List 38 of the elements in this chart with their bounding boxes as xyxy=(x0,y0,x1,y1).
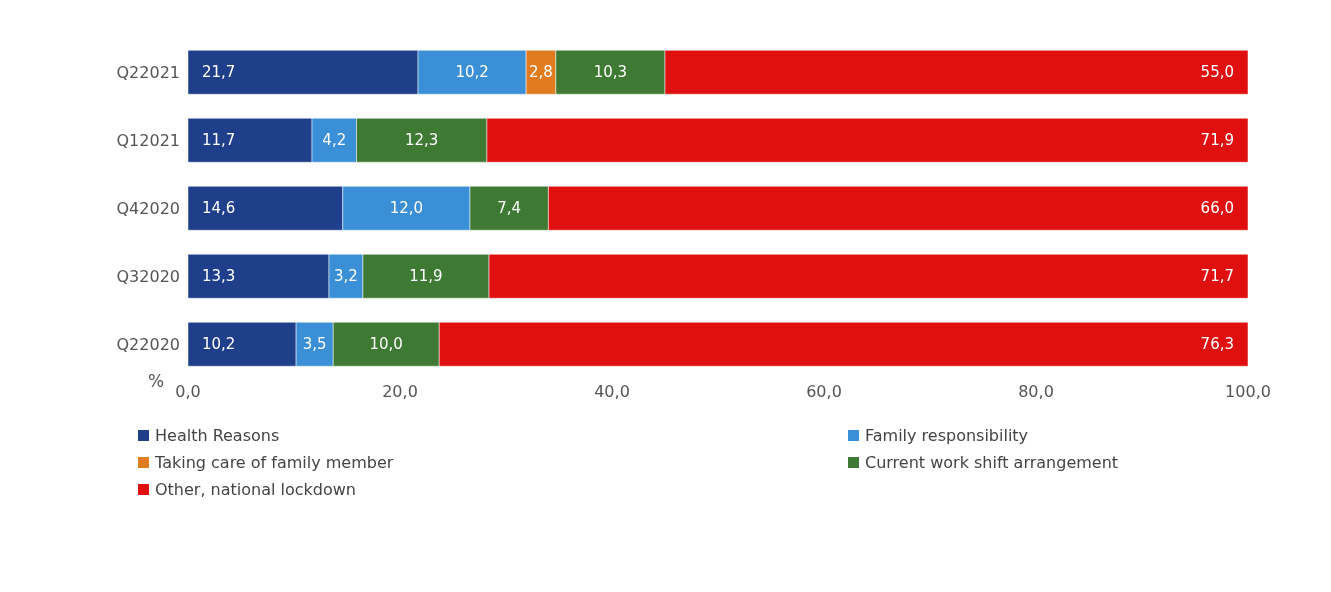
x-tick-label: 40,0 xyxy=(594,382,630,402)
legend-label: Family responsibility xyxy=(865,426,1029,445)
legend-label: Other, national lockdown xyxy=(155,480,356,499)
legend-label: Health Reasons xyxy=(155,426,280,445)
data-label: 4,2 xyxy=(322,131,347,150)
legend-label: Taking care of family member xyxy=(155,453,394,472)
data-label: 11,7 xyxy=(202,131,236,150)
data-label: 14,6 xyxy=(202,199,236,218)
data-label: 55,0 xyxy=(1200,63,1234,82)
data-label: 10,2 xyxy=(455,63,489,82)
data-label: 71,7 xyxy=(1200,267,1234,286)
data-label: 10,0 xyxy=(369,335,403,354)
data-label: 13,3 xyxy=(202,267,236,286)
y-tick-label: Q22021 xyxy=(116,62,180,82)
legend-label: Current work shift arrangement xyxy=(865,453,1119,472)
x-tick-label: 80,0 xyxy=(1018,382,1054,402)
data-label: 12,0 xyxy=(389,199,424,218)
data-label: 2,8 xyxy=(529,63,553,82)
data-label: 7,4 xyxy=(497,199,522,218)
y-tick-label: Q42020 xyxy=(116,198,180,218)
x-tick-label: 100,0 xyxy=(1225,382,1271,402)
data-label: 3,5 xyxy=(302,335,327,354)
data-label: 10,2 xyxy=(202,335,236,354)
data-label: 3,2 xyxy=(334,267,358,286)
x-axis-title: % xyxy=(148,371,165,391)
data-label: 12,3 xyxy=(405,131,439,150)
x-tick-label: 0,0 xyxy=(175,382,201,402)
y-tick-label: Q32020 xyxy=(116,266,180,286)
data-label: 11,9 xyxy=(409,267,443,286)
data-label: 76,3 xyxy=(1200,335,1234,354)
data-label: 21,7 xyxy=(202,63,236,82)
x-tick-label: 60,0 xyxy=(806,382,842,402)
y-tick-label: Q12021 xyxy=(116,130,180,150)
data-label: 71,9 xyxy=(1200,131,1234,150)
data-label: 10,3 xyxy=(593,63,628,82)
x-tick-label: 20,0 xyxy=(382,382,418,402)
y-tick-label: Q22020 xyxy=(116,334,180,354)
data-label: 66,0 xyxy=(1200,199,1234,218)
